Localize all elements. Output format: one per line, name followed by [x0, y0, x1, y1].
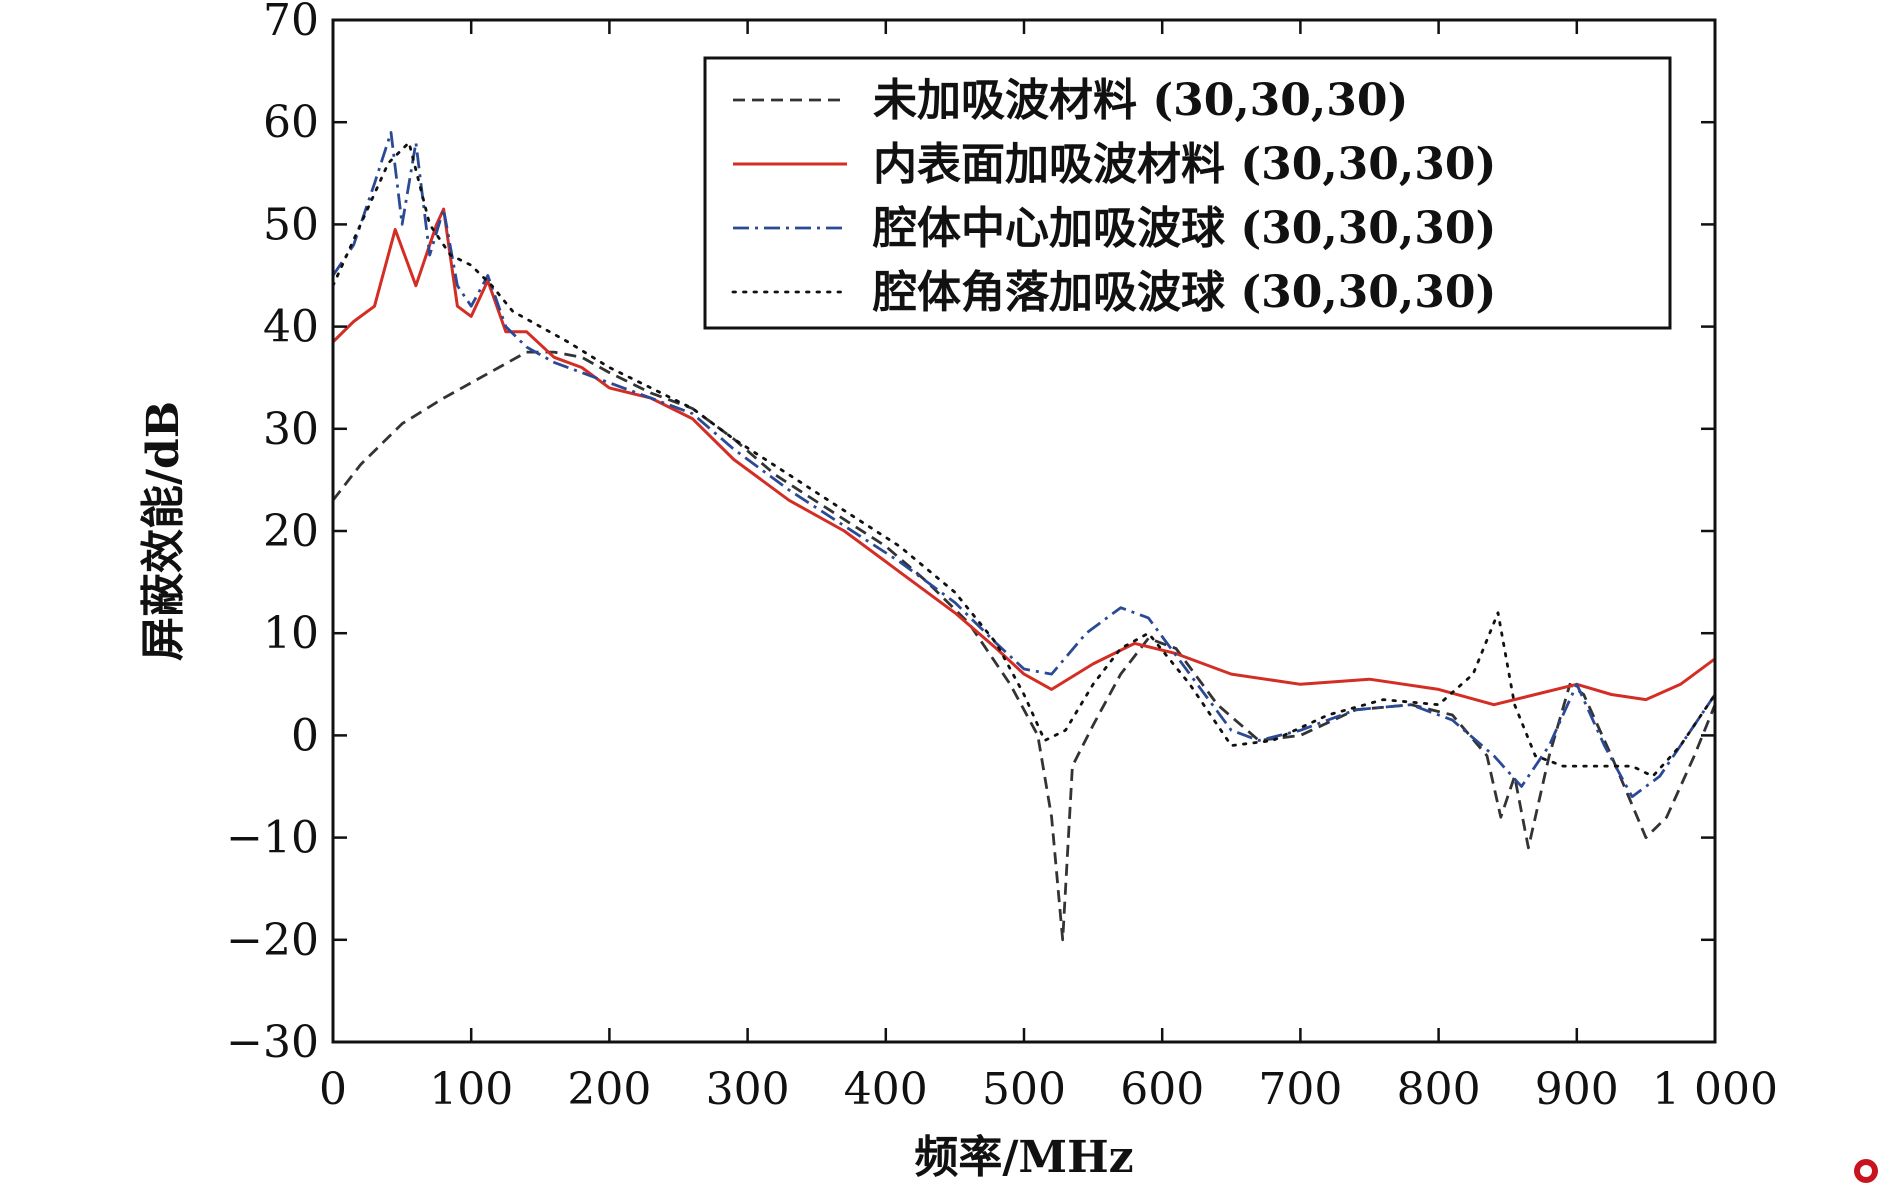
x-tick-label: 600: [1120, 1064, 1204, 1115]
y-tick-label: 40: [263, 302, 319, 353]
legend-label-4: 腔体角落加吸波球 (30,30,30): [872, 267, 1496, 318]
x-tick-label: 200: [567, 1064, 651, 1115]
y-tick-label: −30: [226, 1017, 319, 1068]
legend: 未加吸波材料 (30,30,30) 内表面加吸波材料 (30,30,30) 腔体中心…: [703, 56, 1672, 330]
watermark-logo: [1854, 1159, 1878, 1183]
x-tick-label: 0: [319, 1064, 347, 1115]
y-tick-label: 60: [263, 97, 319, 148]
series-line-2: [333, 207, 1715, 707]
y-tick-label: −20: [226, 915, 319, 966]
x-tick-label: 100: [429, 1064, 513, 1115]
x-axis-title: 频率/MHz: [914, 1132, 1133, 1183]
y-tick-label: 70: [263, 0, 319, 46]
y-tick-label: 20: [263, 506, 319, 557]
x-tick-label: 700: [1258, 1064, 1342, 1115]
legend-label-3: 腔体中心加吸波球 (30,30,30): [872, 203, 1496, 254]
x-tick-label: 1 000: [1652, 1064, 1778, 1115]
x-tick-label: 900: [1535, 1064, 1619, 1115]
series-line-3: [333, 131, 1715, 799]
y-tick-label: 0: [291, 710, 319, 761]
y-tick-label: 30: [263, 404, 319, 455]
series-line-1: [333, 350, 1715, 942]
x-tick-label: 800: [1397, 1064, 1481, 1115]
legend-label-2: 内表面加吸波材料 (30,30,30): [873, 139, 1496, 190]
y-tick-label: 50: [263, 199, 319, 250]
legend-box: [703, 56, 1672, 330]
legend-label-1: 未加吸波材料 (30,30,30): [873, 75, 1408, 126]
y-axis-title: 屏蔽效能/dB: [138, 401, 189, 661]
x-tick-label: 400: [844, 1064, 928, 1115]
x-tick-label: 500: [982, 1064, 1066, 1115]
y-tick-label: 10: [263, 608, 319, 659]
y-tick-label: −10: [226, 813, 319, 864]
watermark-icon: [1854, 1159, 1878, 1183]
x-tick-label: 300: [706, 1064, 790, 1115]
ticks-layer: 0 100 200 300 400 500 600 700 800 900 1 000−30−20−…: [226, 0, 1778, 1115]
series-layer: [333, 131, 1715, 942]
